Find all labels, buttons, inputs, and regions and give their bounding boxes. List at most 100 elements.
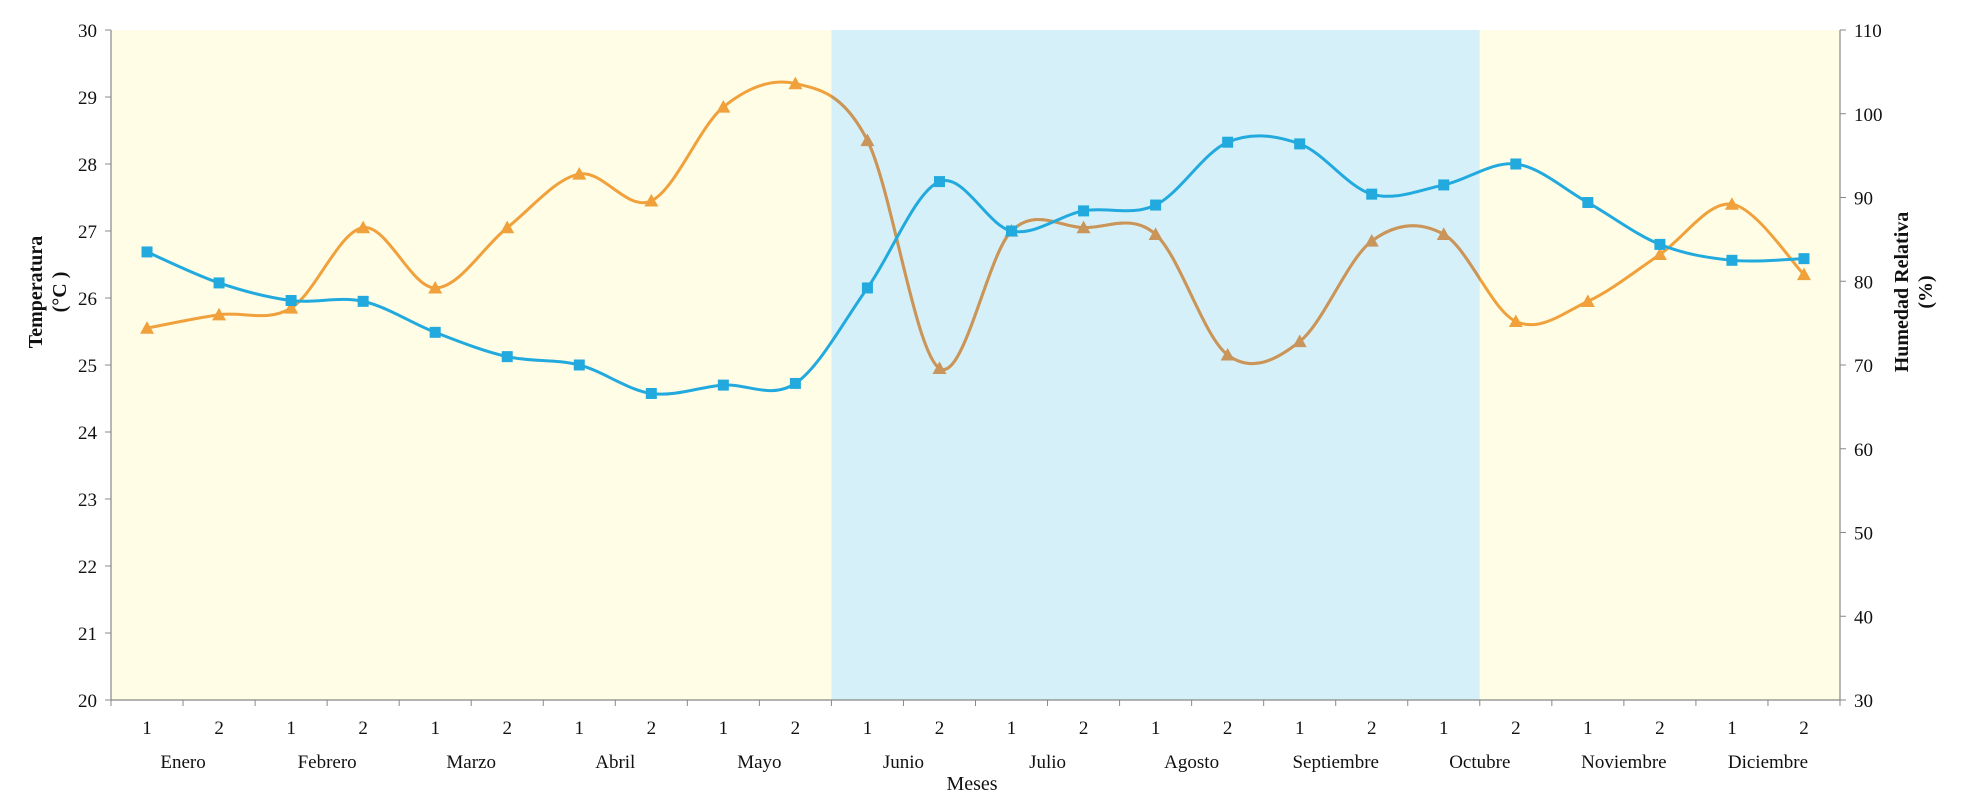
left-axis-tick-label: 28 <box>78 155 97 176</box>
x-axis-tick-label: 1 <box>1583 718 1593 739</box>
humidity-point <box>861 282 873 294</box>
temperature-point <box>1364 234 1379 247</box>
season-bands <box>111 30 1840 700</box>
x-axis-tick-label: 1 <box>1151 718 1161 739</box>
left-axis-tick-label: 24 <box>78 423 98 444</box>
x-axis-tick-label: 2 <box>358 718 368 739</box>
humidity-point <box>1150 199 1162 211</box>
humidity-point <box>1078 205 1090 217</box>
left-axis-tick-label: 20 <box>78 691 97 712</box>
humidity-point <box>1510 158 1522 170</box>
temperature-point <box>1724 197 1739 210</box>
right-axis-tick-label: 110 <box>1854 21 1882 42</box>
humidity-point <box>645 387 657 399</box>
left-axis-tick-label: 25 <box>78 356 97 377</box>
x-axis-tick-label: 1 <box>1007 718 1017 739</box>
humidity-point <box>501 351 513 363</box>
humidity-point <box>285 295 297 307</box>
humidity-point <box>933 176 945 188</box>
left-axis-title-line-1: Temperatura <box>25 236 47 349</box>
month-label: Mayo <box>737 752 781 773</box>
right-axis-title-line-1: Humedad Relativa <box>1891 212 1913 373</box>
x-axis-title: Meses <box>946 773 997 795</box>
temperature-point <box>932 361 947 374</box>
left-axis-tick-label: 22 <box>78 557 97 578</box>
humidity-point <box>573 359 585 371</box>
month-label: Enero <box>160 752 205 773</box>
temperature-point <box>1148 227 1163 240</box>
right-axis-tick-label: 60 <box>1854 440 1873 461</box>
x-axis-tick-label: 1 <box>1295 718 1305 739</box>
left-axis-tick-label: 21 <box>78 624 97 645</box>
left-axis-tick-labels: 20 21 22 23 24 25 26 27 28 29 30 <box>78 21 98 712</box>
month-label: Febrero <box>298 752 357 773</box>
temperature-point <box>788 76 803 90</box>
month-label: Diciembre <box>1728 752 1808 773</box>
humidity-point <box>429 326 441 338</box>
x-axis-tick-label: 1 <box>863 718 873 739</box>
x-axis-tick-label: 2 <box>791 718 801 739</box>
left-axis-tick-label: 29 <box>78 88 97 109</box>
humidity-point <box>789 377 801 389</box>
humidity-point <box>1654 238 1666 250</box>
right-axis-tick-label: 40 <box>1854 607 1873 628</box>
left-axis-tick-label: 27 <box>78 222 97 243</box>
temperature-point <box>500 220 515 234</box>
x-axis-tick-label: 2 <box>647 718 657 739</box>
right-axis-tick-label: 90 <box>1854 189 1873 210</box>
x-axis-tick-label: 2 <box>1223 718 1233 739</box>
x-axis-tick-label: 2 <box>1511 718 1521 739</box>
temperature-point <box>284 301 299 314</box>
right-axis-tick-label: 100 <box>1854 105 1883 126</box>
season-band <box>831 30 1480 700</box>
temperature-point <box>1436 227 1451 240</box>
right-axis-tick-label: 80 <box>1854 272 1873 293</box>
temperature-point <box>572 167 587 180</box>
right-axis-tick-label: 30 <box>1854 691 1873 712</box>
right-axis-title-line-2: (%) <box>1915 275 1937 308</box>
x-axis-tick-label: 1 <box>575 718 585 739</box>
month-label: Marzo <box>446 752 496 773</box>
humidity-point <box>1222 136 1234 148</box>
humidity-point <box>1438 179 1450 191</box>
temperature-point <box>428 280 443 294</box>
month-label: Septiembre <box>1292 752 1379 773</box>
x-axis-tick-label: 2 <box>1799 718 1809 739</box>
month-labels: Enero Febrero Marzo Abril Mayo Junio Julio Agos… <box>160 752 1808 773</box>
x-axis-tick-label: 1 <box>1727 718 1737 739</box>
humidity-point <box>1582 197 1594 209</box>
temperature-point <box>140 321 155 334</box>
left-axis-tick-label: 30 <box>78 21 97 42</box>
right-axis-tick-label: 50 <box>1854 524 1873 545</box>
season-band <box>111 30 832 700</box>
humidity-point <box>1798 253 1810 265</box>
month-label: Abril <box>595 752 635 773</box>
x-axis-tick-label: 2 <box>1079 718 1089 739</box>
temperature-point <box>1220 347 1235 361</box>
temperature-point <box>860 133 875 147</box>
x-axis-tick-label: 1 <box>430 718 440 739</box>
x-axis-tick-label: 1 <box>1439 718 1449 739</box>
month-label: Julio <box>1029 752 1066 773</box>
humidity-point <box>1366 188 1378 200</box>
month-label: Agosto <box>1164 752 1219 773</box>
temperature-point <box>1580 294 1595 307</box>
x-axis-tick-label: 2 <box>935 718 945 739</box>
left-axis-tick-label: 26 <box>78 289 97 310</box>
humidity-point <box>213 277 225 289</box>
x-axis-tick-label: 1 <box>142 718 152 739</box>
temperature-point <box>356 220 371 234</box>
temperature-point <box>1292 334 1307 348</box>
season-band <box>1479 30 1840 700</box>
temperature-point <box>716 100 731 113</box>
x-axis-tick-label: 2 <box>1367 718 1377 739</box>
humidity-point <box>357 295 369 307</box>
x-axis-tick-label: 1 <box>719 718 729 739</box>
temperature-point <box>212 307 227 321</box>
left-axis-tick-label: 23 <box>78 490 97 511</box>
temperature-point <box>644 193 659 207</box>
x-axis-tick-label: 2 <box>1655 718 1665 739</box>
right-axis-tick-label: 70 <box>1854 356 1873 377</box>
month-label: Noviembre <box>1581 752 1666 773</box>
